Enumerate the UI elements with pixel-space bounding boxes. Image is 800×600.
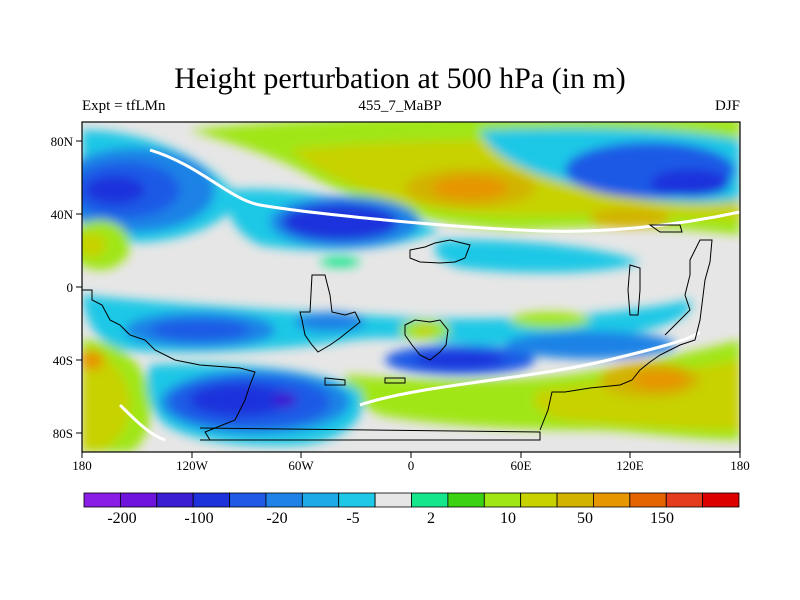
lat-label: 0	[67, 280, 74, 295]
colorbar-swatch	[229, 492, 267, 508]
lon-labels: 180 120W 60W 0 60E 120E 180	[72, 458, 750, 473]
lon-label: 180	[730, 458, 750, 473]
experiment-label: Expt = tfLMn	[82, 98, 166, 114]
colorbar-swatch	[665, 492, 704, 508]
colorbar-label: 150	[650, 510, 674, 527]
lon-label: 60E	[511, 458, 532, 473]
lat-label: 40S	[53, 353, 73, 368]
lat-label: 40N	[51, 207, 74, 222]
colorbar-swatch	[593, 492, 631, 508]
colorbar-swatch	[265, 492, 303, 508]
colorbar-label: 10	[500, 510, 516, 527]
colorbar-swatch	[156, 492, 194, 508]
colorbar-label: -5	[346, 510, 359, 527]
plot-title: Height perturbation at 500 hPa (in m)	[174, 62, 626, 95]
colorbar-label: -20	[266, 510, 287, 527]
colorbar-swatch	[338, 492, 376, 508]
contour-field	[82, 122, 740, 452]
colorbar-label: -200	[107, 510, 136, 527]
colorbar-swatch	[119, 492, 158, 508]
colorbar-swatch	[556, 492, 594, 508]
run-label: 455_7_MaBP	[358, 98, 442, 114]
colorbar-labels: -200 -100 -20 -5 2 10 50 150	[107, 510, 674, 527]
colorbar-label: 50	[577, 510, 593, 527]
lon-label: 60W	[288, 458, 314, 473]
season-label: DJF	[714, 98, 740, 114]
lat-label: 80N	[51, 134, 74, 149]
colorbar-swatch	[83, 492, 121, 508]
lat-labels: 80N 40N 0 40S 80S	[51, 134, 74, 441]
colorbar-swatch	[374, 492, 412, 508]
colorbar-swatch	[483, 492, 522, 508]
colorbar-label: -100	[184, 510, 213, 527]
colorbar-swatch	[192, 492, 230, 508]
colorbar	[83, 492, 740, 508]
lon-label: 120W	[176, 458, 209, 473]
colorbar-swatch	[702, 492, 740, 508]
colorbar-swatch	[447, 492, 485, 508]
axis-ticks	[76, 140, 741, 458]
lon-label: 0	[408, 458, 415, 473]
colorbar-swatch	[411, 492, 449, 508]
lon-label: 180	[72, 458, 92, 473]
lat-label: 80S	[53, 426, 73, 441]
coastlines	[82, 224, 713, 441]
colorbar-swatch	[520, 492, 558, 508]
colorbar-label: 2	[427, 510, 435, 527]
colorbar-swatch	[629, 492, 667, 508]
colorbar-swatch	[301, 492, 340, 508]
lon-label: 120E	[616, 458, 644, 473]
